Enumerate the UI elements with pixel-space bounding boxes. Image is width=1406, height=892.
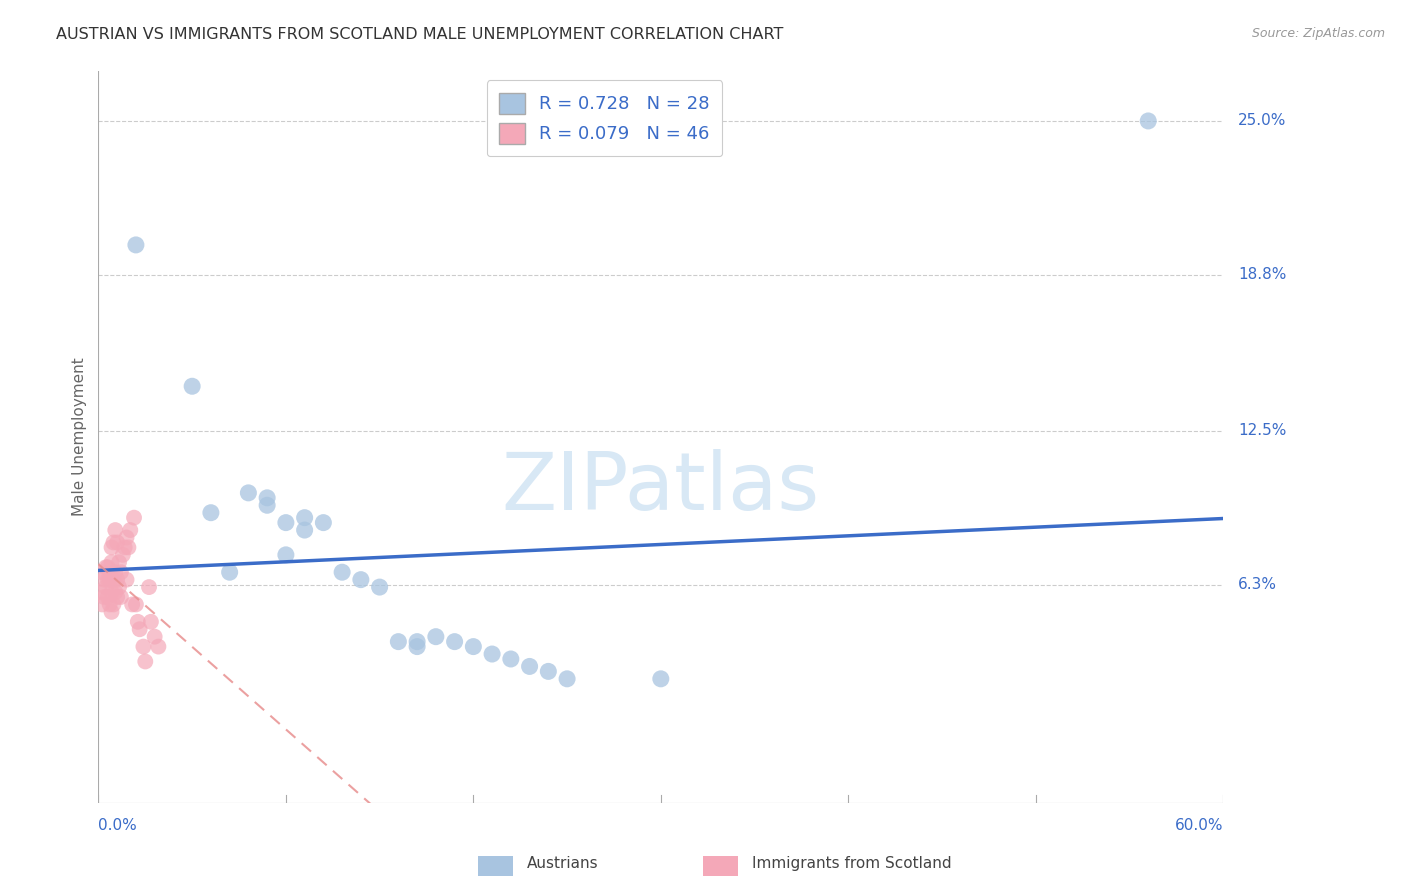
Point <box>125 598 148 612</box>
Point <box>122 510 145 524</box>
Point <box>148 640 170 654</box>
Point <box>105 535 128 549</box>
Point <box>443 634 465 648</box>
Text: 0.0%: 0.0% <box>98 818 138 832</box>
Point <box>330 565 353 579</box>
Point <box>274 516 297 530</box>
Point <box>103 573 125 587</box>
Point <box>114 541 136 555</box>
Point <box>256 491 278 505</box>
Point <box>89 585 111 599</box>
Text: 60.0%: 60.0% <box>1175 818 1223 832</box>
Point <box>134 655 156 669</box>
Point <box>350 573 373 587</box>
Text: 25.0%: 25.0% <box>1239 113 1286 128</box>
Point <box>132 640 155 654</box>
Point <box>125 238 148 252</box>
Point <box>294 510 316 524</box>
Text: 6.3%: 6.3% <box>1239 577 1277 592</box>
Point <box>94 560 117 574</box>
Point <box>200 506 222 520</box>
Text: ZIPatlas: ZIPatlas <box>502 450 820 527</box>
Point <box>98 573 121 587</box>
Point <box>115 531 138 545</box>
Point <box>108 555 131 569</box>
Point <box>368 580 391 594</box>
Point <box>143 630 166 644</box>
Point <box>91 598 114 612</box>
Point <box>104 565 127 579</box>
Point <box>555 672 578 686</box>
Point <box>97 590 120 604</box>
Point <box>406 640 429 654</box>
Point <box>519 659 541 673</box>
Point <box>121 598 143 612</box>
Legend: R = 0.728   N = 28, R = 0.079   N = 46: R = 0.728 N = 28, R = 0.079 N = 46 <box>486 80 723 156</box>
Point <box>1137 114 1160 128</box>
Point <box>127 615 149 629</box>
Text: AUSTRIAN VS IMMIGRANTS FROM SCOTLAND MALE UNEMPLOYMENT CORRELATION CHART: AUSTRIAN VS IMMIGRANTS FROM SCOTLAND MAL… <box>56 27 783 42</box>
Point <box>650 672 672 686</box>
Text: Source: ZipAtlas.com: Source: ZipAtlas.com <box>1251 27 1385 40</box>
Point <box>100 585 122 599</box>
Point <box>94 580 117 594</box>
Point <box>481 647 503 661</box>
Point <box>117 541 139 555</box>
Point <box>218 565 240 579</box>
Point <box>97 560 120 574</box>
Point <box>312 516 335 530</box>
Point <box>104 523 127 537</box>
Point <box>104 585 127 599</box>
Text: 12.5%: 12.5% <box>1239 424 1286 438</box>
Point <box>98 598 121 612</box>
Point <box>97 573 120 587</box>
Text: 18.8%: 18.8% <box>1239 268 1286 282</box>
Point <box>110 590 132 604</box>
Point <box>425 630 447 644</box>
Point <box>463 640 485 654</box>
Point <box>103 598 125 612</box>
Point <box>128 622 150 636</box>
Point <box>105 573 128 587</box>
Text: Immigrants from Scotland: Immigrants from Scotland <box>752 856 952 871</box>
Point <box>115 573 138 587</box>
Point <box>238 486 260 500</box>
Point <box>387 634 409 648</box>
Point <box>111 548 134 562</box>
Text: Austrians: Austrians <box>527 856 599 871</box>
Y-axis label: Male Unemployment: Male Unemployment <box>72 358 87 516</box>
Point <box>93 590 115 604</box>
Point <box>105 590 128 604</box>
Point <box>256 498 278 512</box>
Point <box>100 541 122 555</box>
Point <box>406 634 429 648</box>
Point <box>108 580 131 594</box>
Point <box>274 548 297 562</box>
Point <box>181 379 204 393</box>
Point <box>138 580 160 594</box>
Point <box>93 573 115 587</box>
Point <box>499 652 522 666</box>
Point <box>91 565 114 579</box>
Point <box>103 535 125 549</box>
Point <box>100 605 122 619</box>
Point <box>120 523 142 537</box>
Point <box>100 555 122 569</box>
Point <box>537 665 560 679</box>
Point <box>139 615 162 629</box>
Point <box>110 565 132 579</box>
Point <box>294 523 316 537</box>
